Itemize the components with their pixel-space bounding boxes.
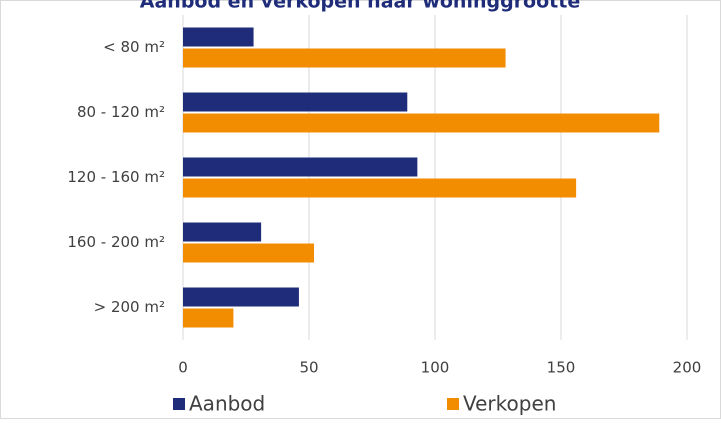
- legend-label: Aanbod: [189, 392, 265, 416]
- bar: [183, 113, 660, 133]
- legend-swatch: [447, 398, 459, 410]
- bar: [183, 178, 577, 198]
- x-tick-label: 150: [547, 359, 576, 377]
- y-tick-label: > 200 m²: [94, 298, 165, 316]
- x-tick-label: 0: [178, 359, 188, 377]
- bar: [183, 308, 234, 328]
- x-tick-label: 50: [299, 359, 318, 377]
- y-tick-label: 120 - 160 m²: [67, 168, 165, 186]
- chart-title: Aanbod en verkopen naar woninggrootte: [140, 0, 580, 13]
- bar: [183, 92, 408, 112]
- legend-swatch: [173, 398, 185, 410]
- bar: [183, 222, 262, 242]
- x-tick-label: 100: [421, 359, 450, 377]
- y-tick-label: < 80 m²: [103, 38, 165, 56]
- bar: [183, 287, 299, 307]
- bar: [183, 243, 315, 263]
- bar: [183, 157, 418, 177]
- y-tick-label: 80 - 120 m²: [77, 103, 165, 121]
- bar: [183, 48, 506, 68]
- x-tick-label: 200: [673, 359, 702, 377]
- bar: [183, 27, 254, 47]
- y-tick-label: 160 - 200 m²: [67, 233, 165, 251]
- legend-label: Verkopen: [463, 392, 556, 416]
